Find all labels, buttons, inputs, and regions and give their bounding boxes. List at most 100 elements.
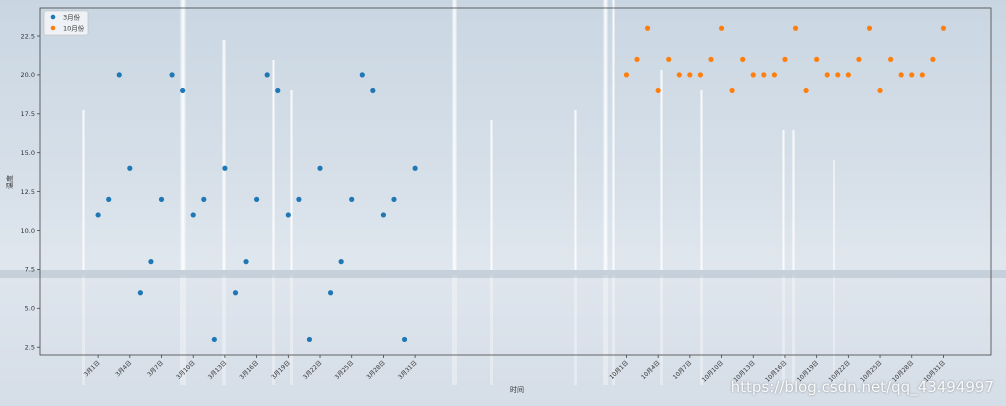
point-october: [771, 72, 777, 78]
y-axis-label: 温度: [5, 175, 14, 189]
x-tick-label: 10月10日: [701, 359, 725, 383]
tree-reflection: [792, 275, 795, 385]
watermark-text: https://blog.csdn.net/qq_43494997: [730, 378, 994, 396]
point-march: [137, 290, 143, 296]
point-october: [708, 56, 714, 62]
tree-reflection: [833, 275, 835, 385]
point-october: [750, 72, 756, 78]
point-october: [877, 87, 883, 94]
point-march: [95, 212, 101, 218]
tree-reflection: [180, 275, 186, 385]
tree-reflection: [603, 275, 608, 385]
point-march: [317, 165, 323, 171]
shoreline: [0, 270, 1006, 278]
x-tick-label: 3月25日: [334, 359, 356, 381]
tree-trunk: [272, 60, 275, 270]
point-october: [761, 72, 767, 78]
point-october: [687, 72, 693, 78]
tree-trunk: [782, 130, 785, 270]
x-tick-label: 3月31日: [397, 359, 419, 381]
tree-trunk: [660, 70, 663, 270]
point-october: [644, 25, 651, 31]
point-march: [211, 336, 217, 343]
point-march: [201, 196, 207, 202]
point-march: [401, 336, 408, 343]
x-tick-label: 10月4日: [640, 359, 662, 381]
y-axis: 2.5 5.0 7.5 10.0 12.5 15.0 17.5 20.0 22.5: [21, 32, 40, 352]
point-march: [327, 290, 334, 296]
point-october: [655, 87, 661, 94]
tree-reflection: [272, 275, 275, 385]
tree-reflection: [290, 275, 293, 385]
tree-trunk: [612, 0, 615, 270]
tree-trunk: [700, 90, 703, 270]
y-tick-label: 15.0: [21, 149, 35, 157]
point-march: [391, 196, 397, 202]
point-october: [909, 72, 915, 78]
point-october: [634, 56, 640, 62]
tree-reflection: [782, 275, 785, 385]
point-october: [814, 56, 820, 62]
y-tick-label: 7.5: [25, 266, 35, 274]
point-march: [380, 212, 387, 218]
legend-label-march: 3月份: [63, 13, 81, 22]
x-tick-label: 3月22日: [302, 359, 324, 381]
point-october: [676, 72, 682, 78]
tree-trunk: [792, 130, 795, 270]
legend-marker-october: [50, 25, 56, 31]
y-tick-label: 10.0: [21, 227, 35, 235]
tree-trunk: [82, 110, 85, 270]
point-october: [835, 72, 841, 78]
point-march: [180, 87, 186, 94]
y-tick-label: 2.5: [25, 344, 35, 352]
point-march: [148, 259, 154, 265]
point-october: [888, 56, 894, 62]
point-october: [729, 87, 735, 94]
point-march: [232, 290, 239, 296]
point-march: [116, 72, 122, 78]
y-tick-label: 12.5: [21, 188, 35, 196]
point-october: [824, 72, 830, 78]
y-tick-label: 20.0: [21, 71, 35, 79]
x-tick-label: 3月28日: [365, 359, 387, 381]
x-tick-label: 10月7日: [672, 359, 694, 381]
tree-trunk: [603, 0, 608, 270]
point-october: [718, 25, 725, 31]
point-march: [222, 165, 228, 171]
tree-reflection: [574, 275, 577, 385]
point-march: [359, 72, 365, 78]
x-tick-label: 3月4日: [114, 359, 133, 378]
y-tick-label: 22.5: [21, 32, 35, 40]
point-march: [285, 212, 291, 218]
point-march: [306, 336, 313, 343]
point-october: [803, 87, 809, 94]
point-october: [919, 72, 925, 78]
x-axis-label: 时间: [510, 385, 524, 394]
plot-frame: [39, 7, 992, 356]
point-march: [243, 259, 249, 265]
x-tick-label: 3月16日: [238, 359, 260, 381]
point-october: [623, 72, 630, 78]
legend: 3月份 10月份: [43, 10, 89, 36]
tree-trunk: [290, 90, 293, 270]
point-october: [697, 72, 704, 78]
point-october: [898, 72, 904, 78]
point-march: [190, 212, 196, 218]
point-october: [866, 25, 873, 31]
legend-marker-march: [50, 14, 56, 20]
point-march: [349, 196, 355, 202]
point-march: [338, 259, 344, 265]
point-march: [275, 87, 281, 94]
point-march: [127, 165, 133, 171]
point-october: [940, 25, 947, 31]
x-tick-label: 3月1日: [83, 359, 102, 378]
tree-trunk: [833, 160, 835, 270]
point-october: [792, 25, 799, 31]
background-trees: [0, 0, 1006, 385]
tree-trunk: [574, 110, 577, 270]
point-october: [782, 56, 788, 62]
point-october: [930, 56, 936, 62]
point-march: [370, 87, 376, 94]
tree-trunk: [490, 120, 493, 270]
